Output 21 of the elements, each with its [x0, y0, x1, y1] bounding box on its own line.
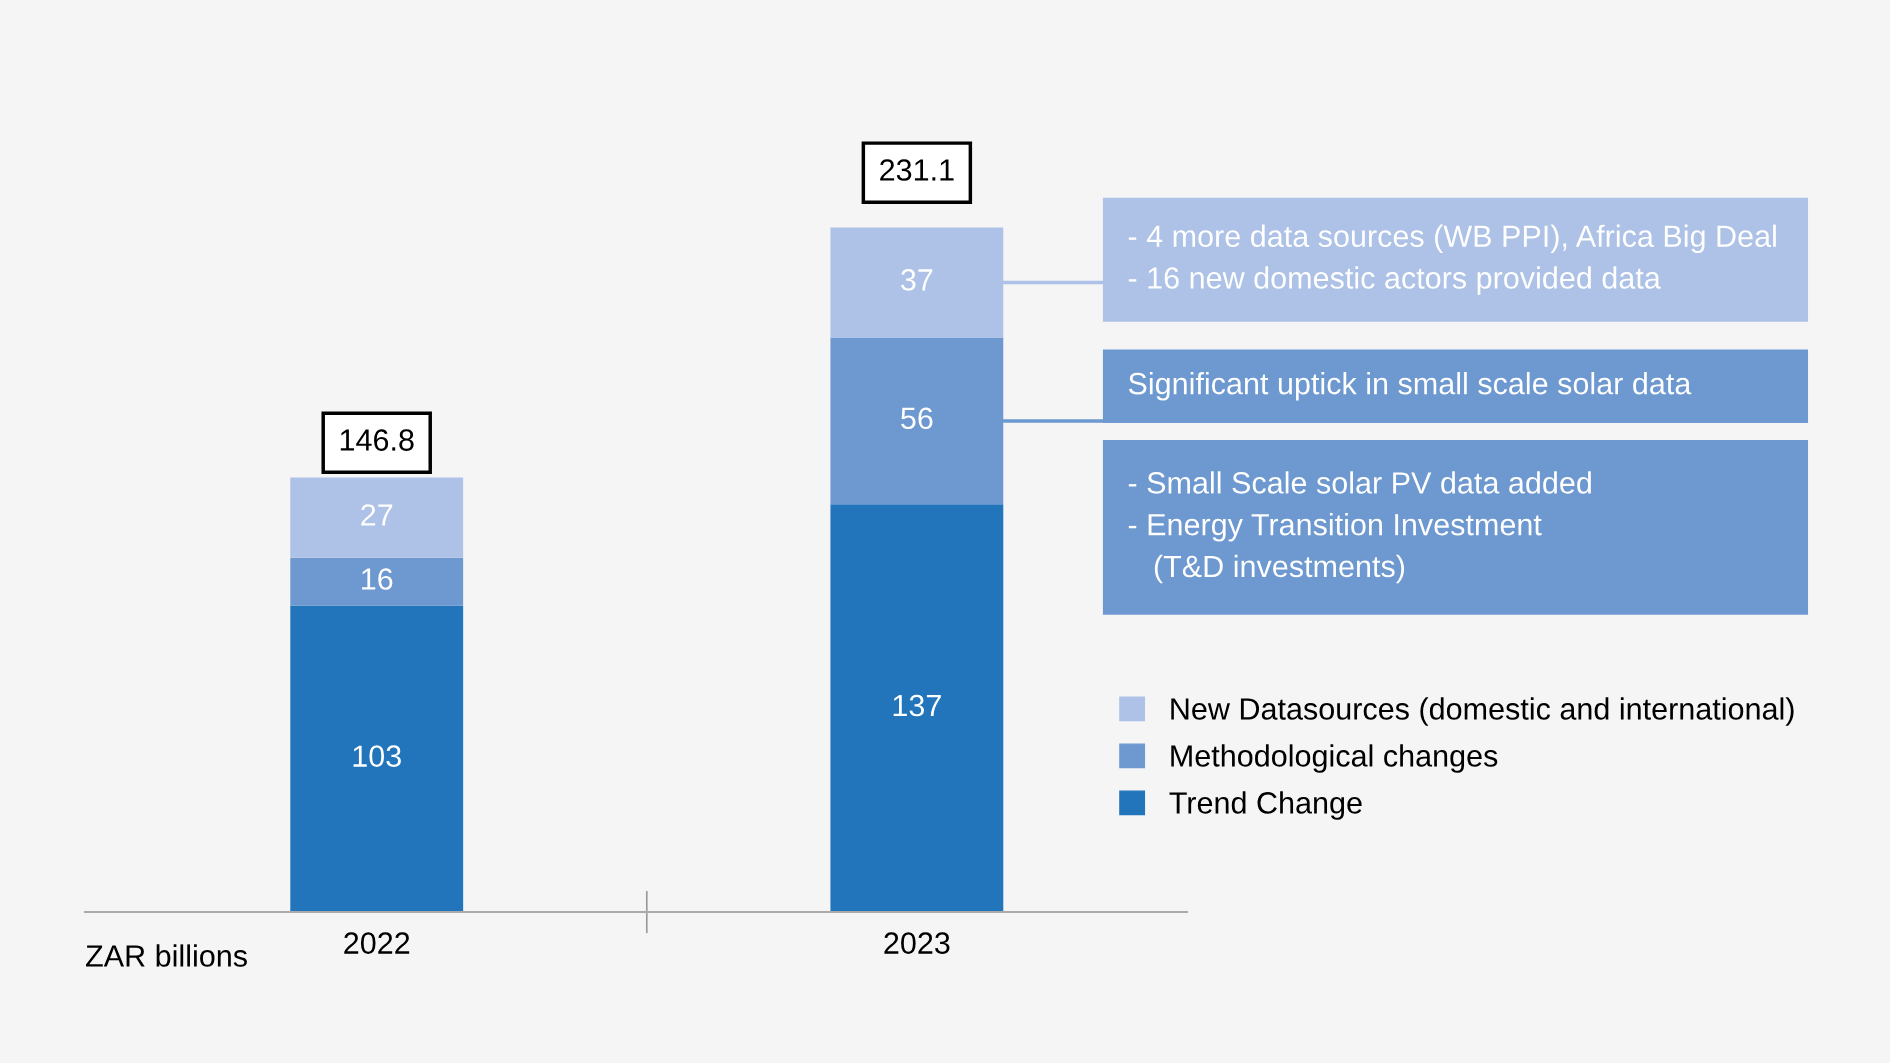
bar [830, 504, 1004, 913]
x-tick-label: 2022 [344, 932, 410, 954]
bar [290, 477, 464, 558]
legend-label: Trend Change [1169, 791, 1362, 820]
bar [290, 557, 464, 606]
annotation: 146.8 [340, 429, 414, 451]
text: ZAR billions [86, 944, 247, 967]
legend-label: New Datasources (domestic and international) [1171, 697, 1794, 726]
data-label: 16 [362, 568, 393, 590]
annotation: Significant uptick in small scale solar data [1128, 372, 1692, 401]
data-label: 37 [901, 269, 933, 291]
legend-label: Methodological changes [1171, 744, 1498, 773]
annotation: - 4 more data sources (WB PPI), Africa Big Deal - 16 new domestic actors provided data [1128, 224, 1776, 295]
data-label: 27 [361, 504, 393, 526]
data-label: 137 [893, 694, 941, 717]
x-tick-label: 2023 [884, 932, 950, 954]
data-label: 56 [901, 407, 933, 430]
annotation: - Small Scale solar PV data added - Energy Transition Investment (T&D investments) [1128, 471, 1591, 584]
annotation: 231.1 [880, 159, 954, 181]
data-label: 103 [353, 745, 401, 767]
bar [290, 605, 464, 913]
